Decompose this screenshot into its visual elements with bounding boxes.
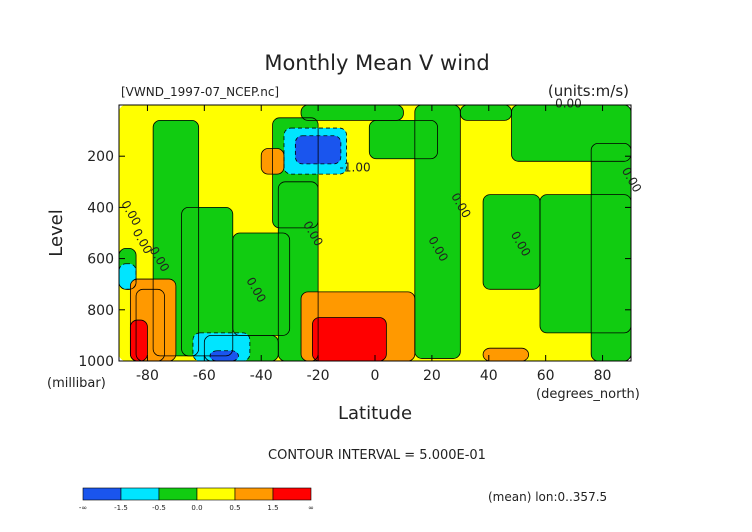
data-region-13: [591, 143, 631, 361]
colorbar-swatch: [272, 487, 312, 501]
data-region-8: [414, 105, 461, 359]
contour-line-4: [272, 117, 319, 229]
contour-line-18: [294, 135, 342, 165]
colorbar-label: -∞: [79, 504, 87, 512]
contour-line-24: [312, 317, 387, 361]
contour-line-8: [414, 105, 461, 359]
contour-line-20: [209, 350, 239, 361]
x-tick-label: 80: [594, 368, 612, 384]
colorbar-label: 0.0: [191, 504, 202, 512]
y-tick-label: 600: [87, 252, 114, 268]
y-tick-label: 400: [87, 200, 114, 216]
colorbar-swatch: [120, 487, 160, 501]
data-regions: [119, 105, 631, 361]
x-tick-label: 0: [371, 368, 380, 384]
x-tick-label: -20: [307, 368, 330, 384]
contour-line-21: [119, 263, 137, 290]
contour-line-6: [300, 105, 404, 121]
x-axis-ticks: -80 -60 -40 -20 0 20 40 60 80: [136, 105, 611, 384]
contour-interval-text: CONTOUR INTERVAL = 5.000E-01: [268, 448, 486, 463]
x-tick-label: 60: [537, 368, 555, 384]
x-axis-label: Latitude: [338, 403, 412, 424]
y-tick-label: 200: [87, 149, 114, 165]
data-region-11: [483, 194, 540, 290]
colorbar-swatch: [82, 487, 122, 501]
y-tick-label: 800: [87, 303, 114, 319]
contour-line-26: [129, 319, 148, 361]
contour-line-13: [590, 143, 631, 361]
colorbar-label: -1.5: [114, 504, 128, 512]
x-tick-label: -80: [136, 368, 159, 384]
data-region-26: [130, 320, 148, 361]
contour-line-7: [368, 119, 438, 160]
x-tick-label: 20: [423, 368, 441, 384]
data-region-24: [312, 317, 387, 361]
contour-line-5: [277, 181, 319, 361]
colorbar-label: ∞: [308, 504, 314, 512]
contour-line-27: [482, 347, 529, 361]
colorbar-label: 0.5: [229, 504, 240, 512]
x-tick-label: -60: [193, 368, 216, 384]
colorbar-swatch: [158, 487, 198, 501]
units-label: (units:m/s): [548, 82, 629, 100]
data-region-3: [232, 233, 290, 336]
contour-label-0: 0.00: [555, 97, 582, 111]
colorbar-label: -0.5: [152, 504, 166, 512]
y-axis-label: Level: [46, 209, 67, 257]
contour-line-17: [283, 127, 347, 175]
data-region-9: [460, 105, 512, 121]
footer-text: (mean) lon:0..357.5: [488, 490, 607, 504]
x-tick-label: 40: [480, 368, 498, 384]
x-tick-label: -40: [250, 368, 273, 384]
y-axis-ticks: 200 400 600 800 1000: [78, 149, 631, 370]
colorbar-swatch: [196, 487, 236, 501]
data-region-27: [483, 348, 529, 361]
file-label: [VWND_1997-07_NCEP.nc]: [121, 85, 279, 99]
data-region-2: [181, 207, 233, 356]
contour-line-22: [260, 148, 285, 175]
contour-line-12: [539, 194, 631, 334]
colorbar-label: 1.5: [267, 504, 278, 512]
contour-line-15: [135, 288, 165, 361]
y-tick-label: 1000: [78, 354, 114, 370]
y-unit-label: (millibar): [47, 376, 106, 391]
data-region-6: [301, 105, 404, 121]
colorbar: -∞ -1.5 -0.5 0.0 0.5 1.5 ∞: [79, 487, 314, 512]
x-unit-label: (degrees_north): [536, 387, 640, 402]
colorbar-swatch: [234, 487, 274, 501]
chart-title: Monthly Mean V wind: [264, 51, 489, 75]
contour-label-7: -1.00: [340, 161, 371, 175]
contour-line-23: [300, 291, 416, 361]
